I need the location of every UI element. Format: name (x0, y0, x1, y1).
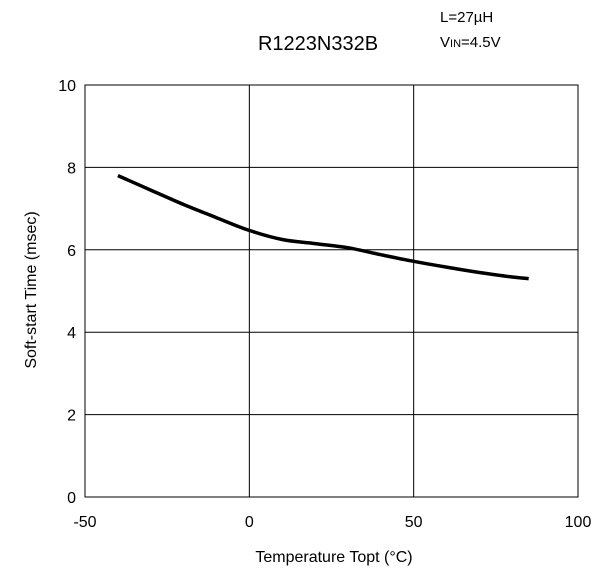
condition-inductance: L=27µH (440, 9, 493, 26)
vin-prefix: V (440, 34, 450, 51)
y-tick-label: 2 (67, 408, 76, 425)
x-tick-label: 100 (565, 514, 592, 531)
y-tick-label: 10 (58, 78, 76, 95)
y-tick-label: 4 (67, 325, 76, 342)
y-tick-label: 0 (67, 490, 76, 507)
y-tick-label: 6 (67, 243, 76, 260)
x-tick-label: 0 (245, 514, 254, 531)
grid (85, 85, 578, 497)
x-tick-label: -50 (73, 514, 96, 531)
y-axis-label: Soft-start Time (msec) (23, 211, 40, 368)
soft-start-time-curve (117, 174, 529, 281)
y-tick-labels: 0 2 4 6 8 10 (58, 78, 76, 507)
x-axis-label: Temperature Topt (°C) (255, 549, 412, 566)
x-tick-labels: -50 0 50 100 (73, 514, 591, 531)
series-layer (117, 174, 529, 281)
vin-subscript: IN (450, 38, 461, 50)
vin-value: =4.5V (461, 34, 501, 51)
condition-input-voltage: VIN=4.5V (440, 34, 501, 51)
plot-frame (84, 84, 579, 498)
y-tick-label: 8 (67, 160, 76, 177)
x-tick-label: 50 (405, 514, 423, 531)
chart-title: R1223N332B (258, 33, 378, 55)
